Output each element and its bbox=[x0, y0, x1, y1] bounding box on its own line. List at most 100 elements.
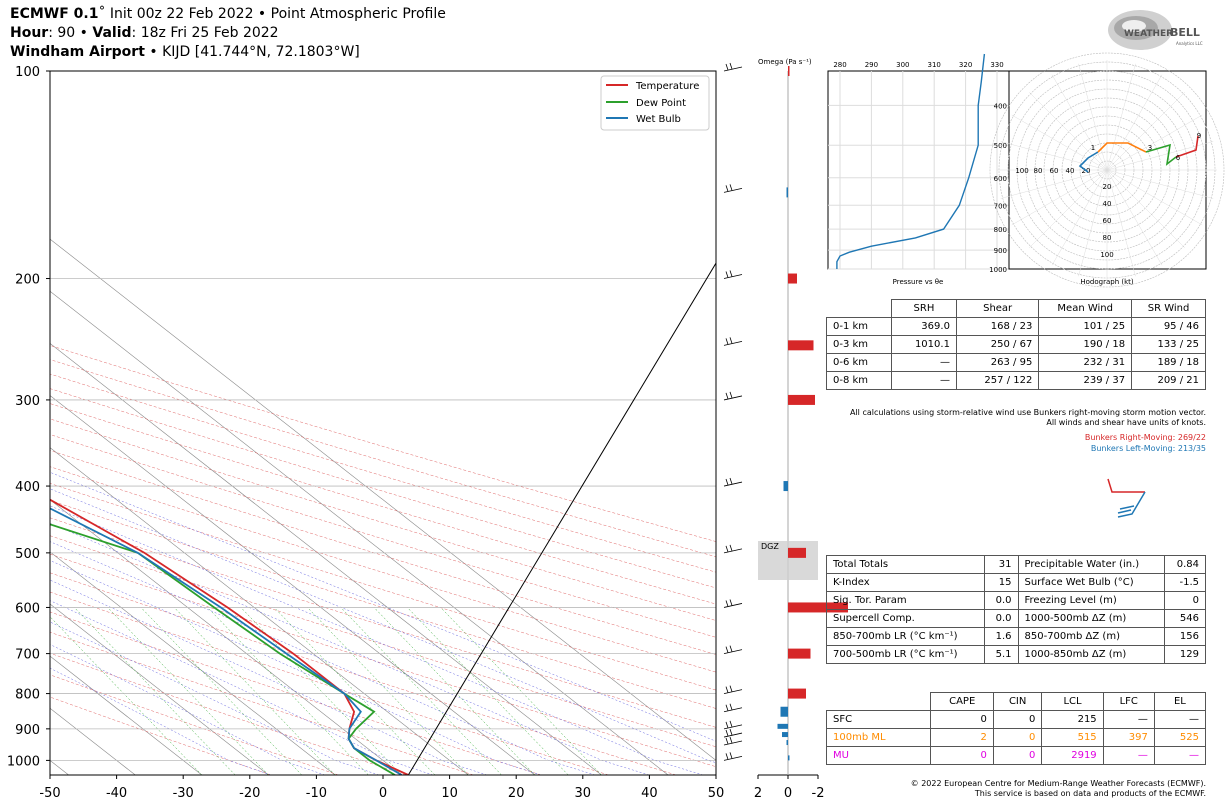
wind-barbs bbox=[723, 62, 743, 761]
table-row: 100mb ML 2 0 515 397 525 bbox=[825, 728, 1207, 747]
moist-adiabat bbox=[50, 541, 596, 775]
omega-bar bbox=[777, 723, 788, 729]
y-tick-label: 1000 bbox=[7, 754, 40, 769]
dry-adiabat bbox=[50, 403, 716, 605]
dgz-label: DGZ bbox=[761, 542, 779, 551]
mixing-ratio-line bbox=[107, 607, 269, 775]
series-temperature bbox=[50, 498, 409, 775]
wind-barb bbox=[723, 752, 743, 761]
barb-staff bbox=[723, 548, 743, 554]
hodograph-spoke bbox=[1106, 114, 1203, 171]
te-y-tick-label: 600 bbox=[994, 175, 1007, 183]
hodograph-xlabel: Hodograph (kt) bbox=[1080, 278, 1134, 286]
hodo-point-label: 9 bbox=[1197, 132, 1201, 140]
x-tick-label: 20 bbox=[508, 786, 525, 801]
te-x-tick-label: 320 bbox=[959, 61, 972, 69]
mixing-ratio-line bbox=[174, 607, 336, 775]
barb-flag bbox=[725, 478, 729, 486]
barb-staff bbox=[723, 649, 743, 654]
hodo-point-label: 3 bbox=[1148, 144, 1152, 152]
omega-bar bbox=[780, 706, 788, 717]
barb-staff bbox=[723, 689, 743, 694]
moist-adiabat bbox=[50, 523, 650, 775]
isotherm bbox=[50, 238, 716, 761]
wind-barb bbox=[723, 391, 743, 401]
moist-adiabat bbox=[50, 644, 325, 775]
te-x-tick-label: 290 bbox=[865, 61, 878, 69]
te-y-tick-label: 500 bbox=[994, 142, 1007, 150]
y-tick-label: 700 bbox=[15, 648, 40, 663]
table-row: Total Totals 31 Precipitable Water (in.) 0.… bbox=[825, 555, 1206, 574]
wind-barb bbox=[723, 184, 743, 193]
barb-flag bbox=[725, 737, 729, 745]
y-tick-label: 200 bbox=[15, 273, 40, 288]
valid-label: Valid bbox=[92, 25, 132, 41]
omega-x-tick-label: 2 bbox=[754, 786, 762, 801]
barb-flag bbox=[725, 729, 729, 737]
parcel-trace bbox=[407, 262, 716, 775]
srh-header-row: SRH Shear Mean Wind SR Wind bbox=[826, 299, 1206, 318]
moist-adiabat bbox=[50, 505, 704, 775]
y-tick-label: 900 bbox=[15, 723, 40, 738]
omega-bar bbox=[788, 66, 790, 76]
omega-bar bbox=[788, 273, 797, 284]
footer-line-2: This service is based on data and produc… bbox=[974, 789, 1206, 798]
hodograph-spoke bbox=[1011, 169, 1108, 226]
storm-motion-glyph bbox=[1107, 478, 1146, 518]
hodo-ring-label: 100 bbox=[1100, 251, 1113, 259]
dry-adiabat bbox=[50, 631, 474, 775]
dgz-band bbox=[758, 541, 818, 580]
hodograph-spoke bbox=[1106, 169, 1214, 199]
omega-bar bbox=[783, 481, 788, 492]
theta-e-line bbox=[836, 53, 986, 269]
dry-adiabat bbox=[50, 434, 716, 638]
table-row: 0-8 km —257 / 122 239 / 37 209 / 21 bbox=[826, 371, 1206, 390]
barb-flag bbox=[729, 337, 733, 344]
barb-flag bbox=[725, 704, 729, 711]
hodo-segment-0-1 bbox=[1078, 151, 1099, 173]
mixing-ratio-line bbox=[307, 607, 469, 775]
dry-adiabat bbox=[50, 388, 716, 589]
omega-bar bbox=[788, 755, 790, 761]
mixing-ratio-line bbox=[440, 607, 602, 775]
x-tick-label: -50 bbox=[39, 786, 60, 801]
te-x-tick-label: 300 bbox=[896, 61, 909, 69]
hodograph-spoke bbox=[1106, 74, 1163, 171]
dry-adiabat bbox=[50, 345, 716, 542]
hodo-segment-1-3 bbox=[1097, 142, 1147, 153]
barb-flag bbox=[725, 686, 729, 693]
dry-adiabat bbox=[50, 674, 339, 775]
hodo-ring-label: 100 bbox=[1015, 167, 1028, 175]
indices-table: Total Totals 31 Precipitable Water (in.) 0.… bbox=[825, 555, 1206, 664]
barb-staff bbox=[723, 274, 743, 279]
x-tick-label: 10 bbox=[441, 786, 458, 801]
table-row: Sig. Tor. Param 0.0 Freezing Level (m) 0 bbox=[825, 591, 1206, 610]
barb-staff bbox=[723, 707, 743, 713]
hodo-ring-label: 20 bbox=[1103, 183, 1112, 191]
x-tick-label: 0 bbox=[379, 786, 387, 801]
isotherm bbox=[50, 760, 69, 775]
wind-barb bbox=[723, 736, 743, 746]
barb-flag bbox=[729, 599, 733, 606]
parcel-table: CAPE CIN LCL LFC EL SFC 0 0 215— — 100mb ML 2… bbox=[825, 692, 1207, 765]
te-y-tick-label: 700 bbox=[994, 202, 1007, 210]
barb-flag bbox=[729, 477, 733, 485]
isotherm bbox=[50, 603, 269, 775]
isotherm bbox=[50, 395, 536, 775]
isotherm bbox=[50, 707, 136, 775]
y-tick-label: 100 bbox=[15, 65, 40, 80]
mixing-ratio-line bbox=[50, 616, 203, 775]
isotherm bbox=[50, 342, 602, 775]
wind-barb bbox=[723, 270, 743, 279]
station-name: Windham Airport bbox=[10, 44, 145, 60]
srh-table: SRH Shear Mean Wind SR Wind 0-1 km 369.0 1… bbox=[826, 299, 1206, 390]
dry-adiabat bbox=[50, 517, 716, 728]
barb-flag bbox=[729, 270, 733, 277]
hodograph-ring bbox=[989, 52, 1225, 288]
bunkers-left: Bunkers Left-Moving: 213/35 bbox=[1090, 444, 1206, 453]
wind-barb bbox=[723, 703, 743, 713]
srh-h1: SRH bbox=[891, 299, 957, 318]
barb-staff bbox=[723, 66, 743, 72]
hodograph-spoke bbox=[1051, 169, 1108, 266]
mixing-ratio-line bbox=[140, 607, 302, 775]
